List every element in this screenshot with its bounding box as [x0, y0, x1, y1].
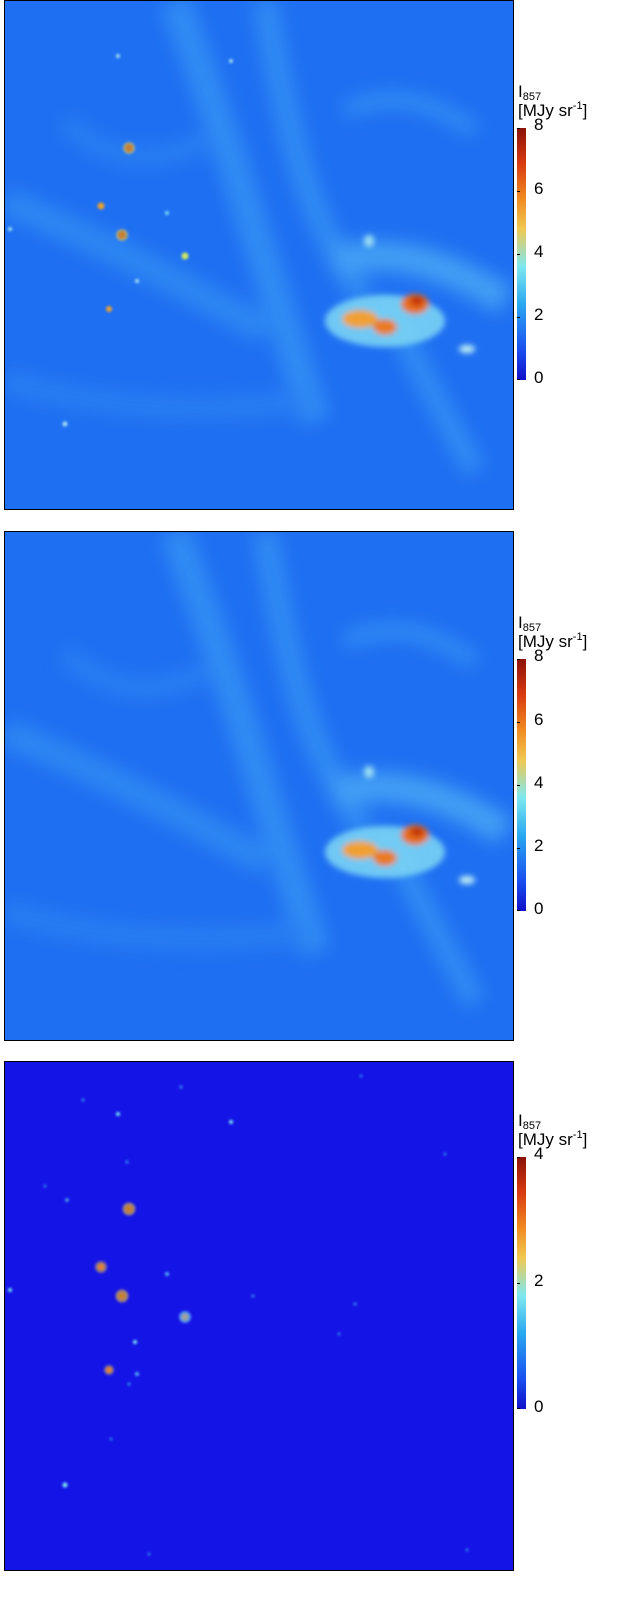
colorbar-title: I857 [MJy sr-1]: [518, 613, 588, 651]
colorbar-tick: [517, 1157, 520, 1158]
map-image-diffuse: [5, 532, 513, 1040]
colorbar-tick: [517, 722, 520, 723]
colorbar-tick-label: 0: [534, 1397, 544, 1416]
map-background: [5, 1062, 513, 1570]
colorbar-tick: [517, 379, 520, 380]
map-image-total: [5, 1, 513, 509]
cloud-complex: [325, 235, 475, 353]
colorbar-tick: [517, 910, 520, 911]
colorbar-tick-label: 4: [534, 773, 544, 792]
colorbar-tick-label: 0: [534, 899, 544, 918]
colorbar-tick-label: 0: [534, 368, 544, 387]
colorbar: [517, 659, 526, 911]
colorbar-title: I857 [MJy sr-1]: [518, 82, 588, 120]
colorbar: [517, 1157, 526, 1409]
point-sources: [8, 54, 233, 427]
colorbar-tick-label: 8: [534, 115, 544, 134]
panel-diffuse: I857 [MJy sr-1] 8 6 4 2 0: [0, 531, 622, 1043]
colorbar-tick: [517, 1408, 520, 1409]
colorbar-tick-label: 2: [534, 1271, 544, 1290]
intensity-map-diffuse: [4, 531, 514, 1041]
colorbar-tick: [517, 659, 520, 660]
colorbar-tick-label: 2: [534, 836, 544, 855]
colorbar-tick: [517, 785, 520, 786]
colorbar-tick-label: 6: [534, 710, 544, 729]
intensity-map-point-sources: [4, 1061, 514, 1571]
colorbar-tick: [517, 848, 520, 849]
intensity-map-total: [4, 0, 514, 510]
colorbar-tick: [517, 128, 520, 129]
colorbar-tick: [517, 254, 520, 255]
colorbar-tick: [517, 1283, 520, 1284]
colorbar-tick: [517, 191, 520, 192]
colorbar-tick-label: 6: [534, 179, 544, 198]
panel-point-sources: I857 [MJy sr-1] 4 2 0: [0, 1061, 622, 1573]
colorbar-tick: [517, 317, 520, 318]
colorbar-tick-label: 2: [534, 305, 544, 324]
diffuse-filaments: [5, 532, 513, 1008]
colorbar-title: I857 [MJy sr-1]: [518, 1111, 588, 1149]
diffuse-filaments: [5, 1, 513, 477]
colorbar-tick-label: 4: [534, 242, 544, 261]
point-sources: [8, 1074, 469, 1556]
colorbar: [517, 128, 526, 380]
map-image-point-sources: [5, 1062, 513, 1570]
colorbar-tick-label: 4: [534, 1144, 544, 1163]
cloud-complex: [325, 766, 475, 884]
panel-total: I857 [MJy sr-1] 8 6 4 2 0: [0, 0, 622, 512]
colorbar-tick-label: 8: [534, 646, 544, 665]
